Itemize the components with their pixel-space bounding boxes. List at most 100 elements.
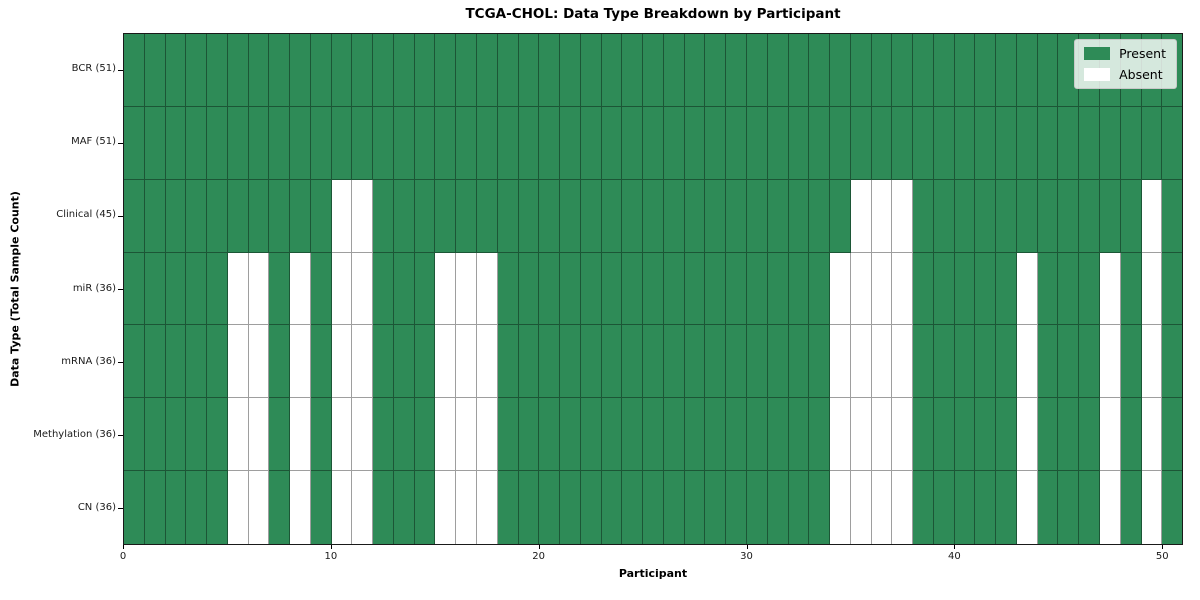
cell-mRNA-participant-2: [165, 325, 187, 399]
cell-mRNA-participant-15: [435, 325, 457, 399]
legend-present-label: Present: [1119, 46, 1166, 61]
cell-MAF-participant-37: [892, 106, 914, 180]
cell-mRNA-participant-34: [830, 325, 851, 399]
cell-MAF-participant-19: [518, 106, 540, 180]
cell-MAF-participant-47: [1099, 106, 1121, 180]
cell-BCR-participant-3: [186, 34, 208, 107]
cell-CN-participant-13: [393, 471, 415, 545]
cell-miR-participant-33: [809, 252, 831, 326]
cell-miR-participant-28: [705, 252, 727, 326]
cell-CN-participant-15: [435, 471, 457, 545]
cell-BCR-participant-10: [331, 34, 353, 107]
cell-MAF-participant-34: [830, 106, 851, 180]
cell-Methylation-participant-15: [435, 398, 457, 472]
cell-CN-participant-48: [1120, 471, 1142, 545]
cell-MAF-participant-36: [871, 106, 893, 180]
cell-Methylation-participant-41: [975, 398, 997, 472]
cell-Clinical-participant-2: [165, 179, 187, 253]
cell-Clinical-participant-50: [1162, 179, 1183, 253]
cell-miR-participant-22: [580, 252, 602, 326]
cell-MAF-participant-2: [165, 106, 187, 180]
cell-BCR-participant-24: [622, 34, 644, 107]
cell-MAF-participant-26: [663, 106, 685, 180]
cell-mRNA-participant-22: [580, 325, 602, 399]
cell-BCR-participant-36: [871, 34, 893, 107]
cell-Clinical-participant-34: [830, 179, 851, 253]
cell-CN-participant-27: [684, 471, 706, 545]
cell-MAF-participant-27: [684, 106, 706, 180]
cell-CN-participant-5: [227, 471, 249, 545]
cell-miR-participant-49: [1141, 252, 1163, 326]
cell-CN-participant-43: [1016, 471, 1038, 545]
present-swatch-icon: [1084, 47, 1111, 60]
cell-CN-participant-37: [892, 471, 914, 545]
cell-mRNA-participant-24: [622, 325, 644, 399]
cell-miR-participant-8: [290, 252, 311, 326]
cell-Clinical-participant-8: [290, 179, 311, 253]
cell-MAF-participant-35: [850, 106, 872, 180]
x-tick-label-0: 0: [119, 551, 127, 562]
cell-mRNA-participant-12: [373, 325, 394, 399]
cell-Methylation-participant-27: [684, 398, 706, 472]
cell-BCR-participant-18: [497, 34, 519, 107]
cell-mRNA-participant-30: [746, 325, 768, 399]
cell-Clinical-participant-32: [788, 179, 810, 253]
cell-Clinical-participant-35: [850, 179, 872, 253]
cell-Clinical-participant-9: [310, 179, 332, 253]
cell-Methylation-participant-40: [954, 398, 976, 472]
cell-Methylation-participant-37: [892, 398, 914, 472]
cell-Clinical-participant-47: [1099, 179, 1121, 253]
cell-MAF-participant-33: [809, 106, 831, 180]
cell-CN-participant-30: [746, 471, 768, 545]
legend-item-absent: Absent: [1084, 67, 1166, 82]
cell-mRNA-participant-43: [1016, 325, 1038, 399]
cell-BCR-participant-2: [165, 34, 187, 107]
x-tick-mark-10: [330, 545, 332, 549]
cell-Clinical-participant-16: [456, 179, 478, 253]
cell-Clinical-participant-21: [560, 179, 581, 253]
cell-Methylation-participant-44: [1037, 398, 1059, 472]
cell-miR-participant-47: [1099, 252, 1121, 326]
x-axis-label: Participant: [618, 567, 688, 580]
cell-miR-participant-16: [456, 252, 478, 326]
cell-mRNA-participant-29: [726, 325, 747, 399]
cell-MAF-participant-9: [310, 106, 332, 180]
cell-CN-participant-12: [373, 471, 394, 545]
cell-miR-participant-19: [518, 252, 540, 326]
cell-MAF-participant-21: [560, 106, 581, 180]
cell-mRNA-participant-25: [643, 325, 664, 399]
cell-BCR-participant-27: [684, 34, 706, 107]
cell-BCR-participant-30: [746, 34, 768, 107]
cell-mRNA-participant-48: [1120, 325, 1142, 399]
cell-MAF-participant-29: [726, 106, 747, 180]
cell-BCR-participant-17: [477, 34, 498, 107]
cell-miR-participant-32: [788, 252, 810, 326]
cell-miR-participant-10: [331, 252, 353, 326]
cell-mRNA-participant-17: [477, 325, 498, 399]
cell-CN-participant-47: [1099, 471, 1121, 545]
cell-BCR-participant-20: [539, 34, 561, 107]
cell-Clinical-participant-27: [684, 179, 706, 253]
cell-miR-participant-30: [746, 252, 768, 326]
cell-BCR-participant-42: [996, 34, 1017, 107]
cell-BCR-participant-15: [435, 34, 457, 107]
cell-CN-participant-41: [975, 471, 997, 545]
cell-miR-participant-35: [850, 252, 872, 326]
cell-mRNA-participant-4: [207, 325, 228, 399]
cell-MAF-participant-42: [996, 106, 1017, 180]
cell-BCR-participant-29: [726, 34, 747, 107]
heatmap-row-MAF: [124, 106, 1183, 180]
cell-Clinical-participant-18: [497, 179, 519, 253]
cell-mRNA-participant-21: [560, 325, 581, 399]
y-tick-mark-mRNA: [118, 362, 123, 364]
cell-MAF-participant-22: [580, 106, 602, 180]
cell-Methylation-participant-6: [248, 398, 270, 472]
cell-Methylation-participant-9: [310, 398, 332, 472]
cell-mRNA-participant-19: [518, 325, 540, 399]
cell-CN-participant-14: [414, 471, 436, 545]
cell-miR-participant-20: [539, 252, 561, 326]
cell-Clinical-participant-12: [373, 179, 394, 253]
cell-CN-participant-16: [456, 471, 478, 545]
cell-BCR-participant-33: [809, 34, 831, 107]
y-tick-mark-Clinical: [118, 215, 123, 217]
